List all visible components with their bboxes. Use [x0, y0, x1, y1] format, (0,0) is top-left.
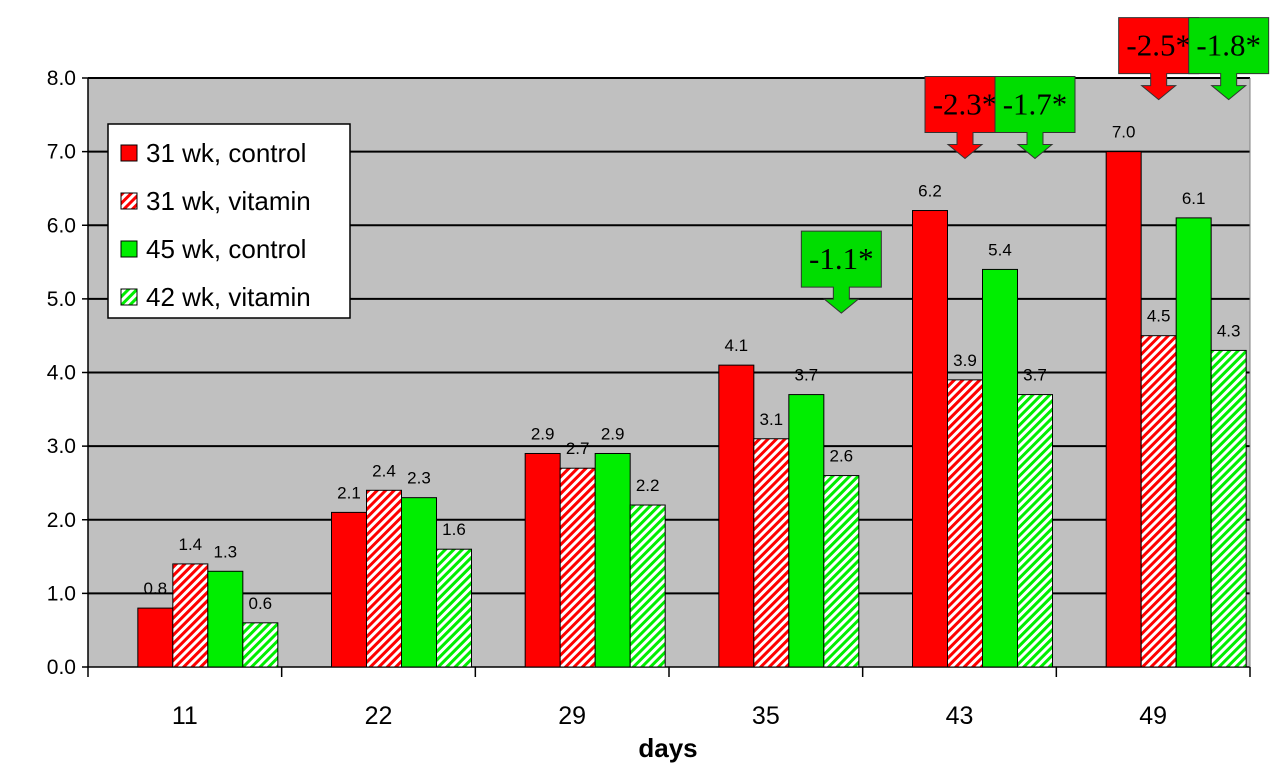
- y-tick-label: 4.0: [47, 362, 76, 385]
- legend-swatch: [120, 240, 138, 258]
- data-label: 3.7: [1023, 366, 1047, 385]
- data-label: 3.1: [760, 410, 784, 429]
- bar: [331, 511, 367, 668]
- bar: [912, 210, 948, 668]
- x-tick-label: 43: [946, 702, 974, 730]
- legend-box: [107, 123, 351, 319]
- bar: [207, 570, 244, 668]
- x-tick-label: 35: [752, 702, 780, 730]
- legend-swatch: [120, 288, 138, 306]
- data-label: 2.2: [636, 476, 660, 495]
- bar: [436, 548, 472, 668]
- bar: [982, 268, 1018, 668]
- legend-label: 31 wk, control: [146, 138, 306, 168]
- bar: [1210, 349, 1247, 668]
- legend-label: 42 wk, vitamin: [146, 282, 311, 312]
- bar: [788, 394, 825, 668]
- bar: [1017, 394, 1053, 668]
- bar: [137, 607, 174, 668]
- legend: 31 wk, control 31 wk, vitamin 45 wk, contr…: [107, 123, 351, 319]
- data-label: 2.3: [407, 469, 431, 488]
- bar: [1175, 217, 1212, 668]
- bar: [629, 504, 666, 668]
- legend-label: 31 wk, vitamin: [146, 186, 311, 216]
- data-label: 2.6: [830, 447, 854, 466]
- callout-text: -2.5*: [1126, 28, 1191, 63]
- callout-text: -1.7*: [1003, 87, 1068, 122]
- bar: [366, 489, 402, 668]
- bar: [559, 467, 596, 668]
- data-label: 1.4: [179, 535, 203, 554]
- y-tick-label: 1.0: [47, 582, 76, 605]
- data-label: 5.4: [988, 240, 1012, 259]
- bar: [401, 497, 437, 668]
- legend-label: 45 wk, control: [146, 234, 306, 264]
- bar: [242, 622, 279, 668]
- callout-text: -1.1*: [809, 241, 874, 276]
- bar: [718, 364, 755, 668]
- y-tick-label: 8.0: [47, 67, 76, 90]
- data-label: 6.2: [918, 182, 942, 201]
- data-label: 2.9: [531, 424, 555, 443]
- data-label: 2.1: [337, 483, 361, 502]
- bar: [1105, 151, 1142, 668]
- data-label: 4.5: [1147, 307, 1171, 326]
- data-label: 2.7: [566, 439, 590, 458]
- y-tick-label: 2.0: [47, 509, 76, 532]
- x-tick-label: 29: [558, 702, 586, 730]
- callout-arrow: [800, 230, 882, 314]
- data-label: 0.8: [144, 579, 168, 598]
- data-label: 4.3: [1217, 321, 1241, 340]
- callout-text: -1.8*: [1196, 28, 1261, 63]
- data-label: 1.3: [214, 542, 238, 561]
- axes: 0.0 1.0 2.0 3.0 4.0 5.0 6.0 7.0 8.0 11 22 29 35 43 49: [47, 67, 1251, 730]
- bar: [823, 475, 860, 668]
- data-label: 7.0: [1112, 123, 1136, 142]
- data-label: 3.7: [795, 366, 819, 385]
- bar: [524, 452, 561, 668]
- y-tick-label: 5.0: [47, 288, 76, 311]
- callout-text: -2.3*: [933, 87, 998, 122]
- data-label: 1.6: [442, 520, 466, 539]
- legend-swatch: [120, 192, 138, 210]
- data-label: 0.6: [249, 594, 273, 613]
- y-tick-label: 3.0: [47, 435, 76, 458]
- bar: [594, 452, 631, 668]
- x-tick-label: 11: [172, 702, 198, 730]
- bar: [947, 379, 983, 668]
- data-label: 3.9: [953, 351, 977, 370]
- y-tick-label: 6.0: [47, 214, 76, 237]
- x-tick-label: 49: [1139, 702, 1167, 730]
- callout-arrow: [1188, 17, 1270, 101]
- callouts: -1.1* -2.3* -1.7* -2.5* -1.8*: [800, 17, 1270, 314]
- bar: [172, 563, 209, 668]
- y-tick-label: 7.0: [47, 141, 76, 164]
- data-label: 2.4: [372, 461, 396, 480]
- data-label: 2.9: [601, 424, 625, 443]
- data-label: 6.1: [1182, 189, 1206, 208]
- data-label: 4.1: [725, 336, 749, 355]
- x-tick-label: 22: [365, 702, 393, 730]
- bar: [1140, 335, 1177, 668]
- bar: [753, 438, 790, 668]
- y-tick-label: 0.0: [47, 656, 76, 679]
- legend-swatch: [120, 144, 138, 162]
- x-axis-title: days: [638, 733, 697, 763]
- data-labels: 0.8 2.1 2.9 4.1 6.2 7.0 1.4 2.4 2.7 3.1 3.9 4.5 1.3 2…: [144, 123, 1241, 613]
- bars: [137, 151, 1247, 668]
- callout-arrow: [994, 76, 1076, 160]
